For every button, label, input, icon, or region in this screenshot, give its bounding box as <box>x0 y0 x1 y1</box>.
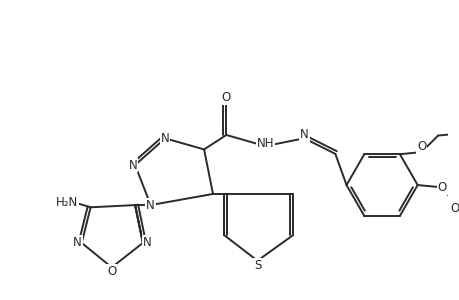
Text: N: N <box>129 158 137 172</box>
Text: O: O <box>221 91 230 104</box>
Text: O: O <box>107 265 116 278</box>
Text: O: O <box>450 202 459 215</box>
Text: O: O <box>437 181 446 194</box>
Text: S: S <box>253 259 261 272</box>
Text: N: N <box>143 236 151 249</box>
Text: O: O <box>416 140 425 153</box>
Text: N: N <box>146 199 155 212</box>
Text: N: N <box>161 132 169 145</box>
Text: N: N <box>299 128 308 141</box>
Text: NH: NH <box>256 137 274 150</box>
Text: N: N <box>73 236 82 249</box>
Text: H₂N: H₂N <box>56 196 78 209</box>
